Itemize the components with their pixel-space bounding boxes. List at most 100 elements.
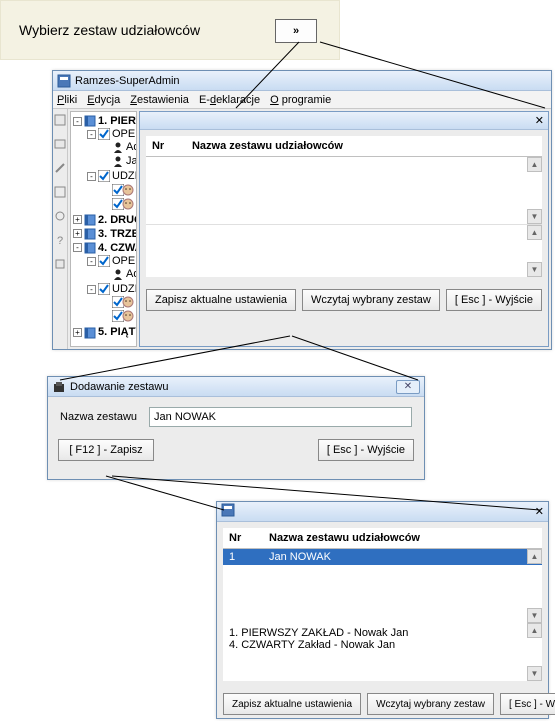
tree-node-label: 1. PIERWSZY ZAKŁAD [98, 115, 137, 127]
result-list-body[interactable]: 1 Jan NOWAK ▲ ▼ [223, 549, 542, 623]
toolbar-icon-2[interactable] [53, 137, 67, 151]
menu-edeklaracje[interactable]: E-deklaracje [199, 94, 260, 106]
tree-expander[interactable]: + [73, 328, 82, 337]
tree-node[interactable]: Administrator [101, 140, 136, 154]
tree-node[interactable]: - UDZIAŁOWCYKOWALSKI TADEUSZNOWAK JAN [87, 169, 136, 211]
toolbar-help-icon[interactable]: ? [53, 233, 67, 247]
result-selected-row[interactable]: 1 Jan NOWAK [223, 549, 542, 565]
scroll-down-icon[interactable]: ▼ [527, 666, 542, 681]
result-detail-line: 4. CZWARTY Zakład - Nowak Jan [229, 639, 536, 651]
tree-node-label: UDZIAŁOWCY [112, 170, 137, 182]
tree-expander[interactable]: - [73, 243, 82, 252]
menu-pliki[interactable]: Pliki [57, 94, 77, 106]
person-icon [112, 141, 124, 153]
tree-node[interactable]: KOWALSKI TADEUSZ [101, 182, 136, 196]
add-set-close-button[interactable]: ✕ [396, 380, 420, 394]
tree-node-label: Administrator [126, 268, 137, 280]
result-col-nr: Nr [229, 532, 269, 544]
tree-node[interactable]: - OPERATORZYAdministratorJan Ksiegowy [87, 127, 136, 169]
tree-expander[interactable]: - [87, 257, 96, 266]
tree-node[interactable]: Administrator [101, 267, 136, 281]
add-set-titlebar: Dodawanie zestawu ✕ [48, 377, 424, 397]
add-set-title: Dodawanie zestawu [70, 381, 396, 393]
toolbar-icon-4[interactable] [53, 185, 67, 199]
scroll-up-icon[interactable]: ▲ [527, 157, 542, 172]
result-details: 1. PIERWSZY ZAKŁAD - Nowak Jan 4. CZWART… [223, 623, 542, 681]
tree-expander[interactable]: - [87, 130, 96, 139]
person-icon [112, 268, 124, 280]
scroll-up-icon[interactable]: ▲ [527, 225, 542, 240]
menu-oprogramie[interactable]: O programie [270, 94, 331, 106]
tree-expander[interactable]: - [87, 172, 96, 181]
book-icon [84, 228, 96, 240]
toolbar-icon-3[interactable] [53, 161, 67, 175]
scroll-up-icon[interactable]: ▲ [527, 549, 542, 564]
tree-expander[interactable]: - [73, 117, 82, 126]
result-esc-button[interactable]: [ Esc ] - Wyjście [500, 693, 555, 715]
f12-save-button[interactable]: [ F12 ] - Zapisz [58, 439, 154, 461]
menubar: Pliki Edycja Zestawienia E-deklaracje O … [53, 91, 551, 109]
menu-zestawienia[interactable]: Zestawienia [130, 94, 189, 106]
sets-button-row: Zapisz aktualne ustawienia Wczytaj wybra… [140, 283, 548, 317]
result-list-header: Nr Nazwa zestawu udziałowców [223, 528, 542, 549]
scroll-down-icon[interactable]: ▼ [527, 209, 542, 224]
tree-node-label: 3. TRZECI ZAKŁAD [98, 228, 137, 240]
tree-pane[interactable]: -1. PIERWSZY ZAKŁAD-OPERATORZYAdministra… [70, 111, 137, 347]
tree-node[interactable]: - OPERATORZYAdministrator [87, 254, 136, 282]
sets-list-header: Nr Nazwa zestawu udziałowców [146, 136, 542, 157]
result-window: ✕ Nr Nazwa zestawu udziałowców 1 Jan NOW… [216, 501, 549, 719]
face-icon [112, 184, 137, 196]
sets-list-upper[interactable]: ▲ ▼ [146, 157, 542, 225]
tree-node[interactable]: -1. PIERWSZY ZAKŁAD-OPERATORZYAdministra… [73, 114, 136, 213]
app-icon [57, 74, 71, 88]
set-name-input[interactable] [149, 407, 412, 427]
tree-node[interactable]: +2. DRUGI Zakład [73, 213, 136, 227]
check-icon [98, 283, 110, 295]
check-icon [98, 255, 110, 267]
result-close-button[interactable]: ✕ [535, 505, 544, 518]
tree-node[interactable]: +3. TRZECI ZAKŁAD [73, 227, 136, 241]
book-icon [84, 242, 96, 254]
tree-node[interactable]: NOWAK JAN [101, 197, 136, 211]
result-load-button[interactable]: Wczytaj wybrany zestaw [367, 693, 494, 715]
tree-node[interactable]: +5. PIĄTY Zakład [73, 325, 136, 339]
esc-exit-button[interactable]: [ Esc ] - Wyjście [446, 289, 542, 311]
tree-expander[interactable]: - [87, 285, 96, 294]
toolbar-icon-7[interactable] [53, 257, 67, 271]
scroll-down-icon[interactable]: ▼ [527, 608, 542, 623]
book-icon [84, 327, 96, 339]
tree-node-label: OPERATORZY [112, 128, 137, 140]
toolbar-icon-1[interactable] [53, 113, 67, 127]
person-icon [112, 155, 124, 167]
sets-list-lower[interactable]: ▲ ▼ [146, 225, 542, 277]
tree-node[interactable]: -UDZIAŁOWCYKOWALSKI TADEUSZNOWAK JAN [87, 282, 136, 324]
result-row-nr: 1 [229, 551, 269, 563]
instruction-panel: Wybierz zestaw udziałowców » [0, 0, 340, 60]
sets-panel: ✕ Nr Nazwa zestawu udziałowców ▲ ▼ ▲ ▼ Z… [139, 111, 549, 347]
load-set-button[interactable]: Wczytaj wybrany zestaw [302, 289, 440, 311]
tree-node-label: OPERATORZY [112, 255, 137, 267]
main-titlebar: Ramzes-SuperAdmin [53, 71, 551, 91]
main-window: Ramzes-SuperAdmin Pliki Edycja Zestawien… [52, 70, 552, 350]
col-name: Nazwa zestawu udziałowców [192, 140, 536, 152]
scroll-down-icon[interactable]: ▼ [527, 262, 542, 277]
menu-edycja[interactable]: Edycja [87, 94, 120, 106]
check-icon [98, 170, 110, 182]
tree-node[interactable]: NOWAK JAN [101, 309, 136, 323]
tree-expander[interactable]: + [73, 229, 82, 238]
tree-node[interactable]: KOWALSKI TADEUSZ [101, 295, 136, 309]
save-settings-button[interactable]: Zapisz aktualne ustawienia [146, 289, 296, 311]
tree-node[interactable]: Jan Ksiegowy [101, 154, 136, 168]
result-save-button[interactable]: Zapisz aktualne ustawienia [223, 693, 361, 715]
add-set-dialog: Dodawanie zestawu ✕ Nazwa zestawu [ F12 … [47, 376, 425, 480]
scroll-up-icon[interactable]: ▲ [527, 623, 542, 638]
tree-node[interactable]: -4. CZWARTY Zakład-OPERATORZYAdministrat… [73, 241, 136, 326]
book-icon [84, 115, 96, 127]
sets-panel-close-button[interactable]: ✕ [535, 114, 544, 127]
arrow-glyph: » [293, 25, 299, 37]
toolbar-icon-5[interactable] [53, 209, 67, 223]
dialog-esc-button[interactable]: [ Esc ] - Wyjście [318, 439, 414, 461]
tree-expander[interactable]: + [73, 215, 82, 224]
open-selector-button[interactable]: » [275, 19, 317, 43]
set-name-label: Nazwa zestawu [60, 411, 137, 423]
